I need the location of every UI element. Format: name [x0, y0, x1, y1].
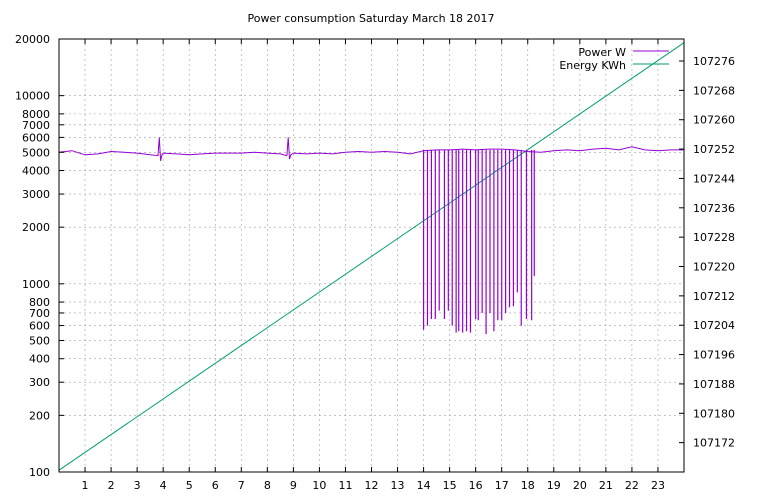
y2-tick-label: 107212 [693, 290, 735, 303]
x-tick-label: 3 [134, 479, 141, 492]
x-tick-label: 16 [469, 479, 483, 492]
y-tick-label: 500 [29, 334, 50, 347]
series-line-power [58, 137, 684, 162]
y-tick-label: 10000 [15, 90, 50, 103]
grid [59, 38, 684, 473]
x-tick-label: 19 [547, 479, 561, 492]
x-tick-label: 14 [417, 479, 431, 492]
chart-title: Power consumption Saturday March 18 2017 [247, 12, 494, 25]
legend: Power W Energy KWh [559, 46, 669, 72]
x-tick-label: 11 [338, 479, 352, 492]
y2-tick-label: 107204 [693, 319, 735, 332]
y2-tick-label: 107244 [693, 172, 735, 185]
legend-label-power: Power W [578, 46, 626, 59]
x-tick-label: 4 [160, 479, 167, 492]
x-tick-label: 8 [264, 479, 271, 492]
legend-label-energy: Energy KWh [559, 59, 626, 72]
y2-tick-label: 107268 [693, 84, 735, 97]
y2-tick-label: 107260 [693, 114, 735, 127]
y2-tick-label: 107172 [693, 437, 735, 450]
y-tick-label: 2000 [22, 221, 50, 234]
y-tick-label: 200 [29, 409, 50, 422]
x-tick-label: 15 [443, 479, 457, 492]
y-tick-label: 700 [29, 307, 50, 320]
x-tick-label: 13 [391, 479, 405, 492]
y-tick-label: 600 [29, 320, 50, 333]
y2-tick-label: 107252 [693, 143, 735, 156]
x-tick-label: 17 [495, 479, 509, 492]
x-tick-label: 12 [365, 479, 379, 492]
x-tick-label: 5 [186, 479, 193, 492]
y2-tick-label: 107180 [693, 407, 735, 420]
x-tick-label: 23 [651, 479, 665, 492]
y-tick-label: 8000 [22, 108, 50, 121]
series-layer [58, 42, 685, 471]
y2-tick-label: 107236 [693, 202, 735, 215]
y-tick-label: 100 [29, 466, 50, 479]
y-tick-label: 400 [29, 353, 50, 366]
x-tick-label: 6 [212, 479, 219, 492]
y-tick-label: 6000 [22, 131, 50, 144]
x-tick-label: 10 [312, 479, 326, 492]
y-tick-label: 5000 [22, 146, 50, 159]
y-tick-label: 4000 [22, 165, 50, 178]
x-tick-label: 7 [238, 479, 245, 492]
x-tick-label: 20 [573, 479, 587, 492]
x-tick-label: 21 [599, 479, 613, 492]
y-tick-label: 1000 [22, 278, 50, 291]
x-tick-label: 18 [521, 479, 535, 492]
series-line-energy [58, 42, 685, 471]
y-tick-label: 7000 [22, 119, 50, 132]
x-tick-label: 22 [625, 479, 639, 492]
x-tick-label: 2 [108, 479, 115, 492]
y-tick-label: 20000 [15, 33, 50, 46]
y2-tick-label: 107220 [693, 261, 735, 274]
y2-tick-label: 107196 [693, 349, 735, 362]
x-tick-label: 1 [82, 479, 89, 492]
y2-tick-label: 107276 [693, 55, 735, 68]
x-tick-label: 9 [290, 479, 297, 492]
y-tick-label: 3000 [22, 188, 50, 201]
y-tick-label: 800 [29, 296, 50, 309]
ticks: 1 2 3 4 5 6 7 8 9 10 11 12 13 14 15 16 17 18 19 20 21 22 23100… [15, 33, 735, 492]
y-tick-label: 300 [29, 376, 50, 389]
y2-tick-label: 107228 [693, 231, 735, 244]
y2-tick-label: 107188 [693, 378, 735, 391]
